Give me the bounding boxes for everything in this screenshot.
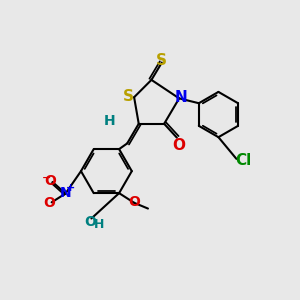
Text: −: − [42,172,52,182]
Text: O: O [44,174,56,188]
Text: N: N [175,90,188,105]
Text: O: O [128,195,140,208]
Text: O: O [84,215,96,229]
Text: H: H [94,218,104,232]
Text: H: H [104,115,116,128]
Text: N: N [60,186,71,200]
Text: S: S [156,53,167,68]
Text: Cl: Cl [235,152,251,167]
Text: S: S [123,88,134,104]
Text: O: O [173,138,186,153]
Text: O: O [44,196,55,211]
Text: +: + [66,184,75,194]
